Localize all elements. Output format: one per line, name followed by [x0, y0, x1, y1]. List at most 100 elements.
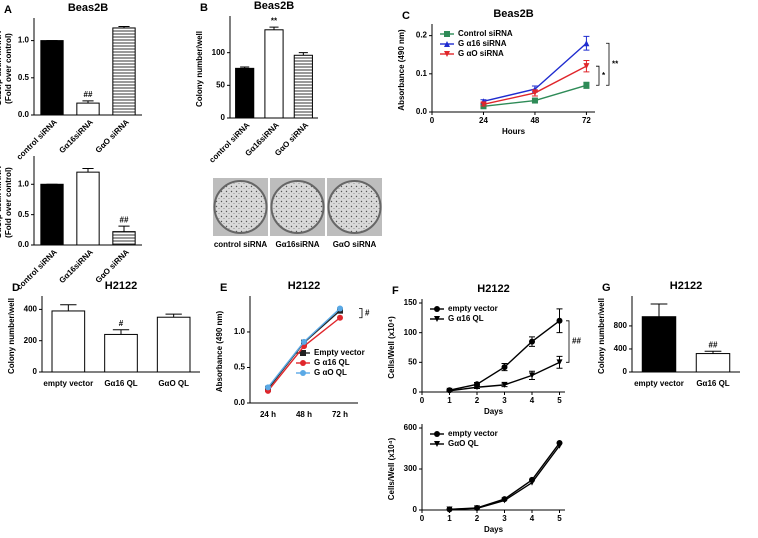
point — [301, 338, 307, 345]
legend-marker — [300, 370, 306, 376]
bar — [76, 102, 100, 116]
chart-title: H2122 — [670, 280, 702, 292]
y-axis-label: (Fold over control) — [4, 167, 13, 238]
y-axis-label: (Fold over control) — [4, 33, 13, 104]
y-tick-label: 0.5 — [18, 210, 30, 219]
bar — [112, 231, 136, 246]
legend-label: G αO QL — [314, 368, 347, 377]
x-tick-label: 0 — [420, 396, 425, 405]
point — [529, 372, 535, 379]
y-axis-label: GαO/β-actin mRNA — [0, 166, 3, 239]
x-tick-label: empty vector — [634, 379, 684, 388]
legend-marker — [444, 41, 450, 47]
y-tick-label: 0 — [623, 367, 628, 376]
annotation: ** — [271, 16, 278, 25]
x-tick-label: 1 — [447, 396, 452, 405]
annotation: ## — [84, 90, 93, 99]
point — [474, 505, 480, 512]
y-tick-label: 50 — [216, 80, 225, 89]
bar — [51, 310, 86, 373]
annotation: ## — [120, 215, 129, 224]
x-tick-label: empty vector — [43, 379, 93, 388]
x-tick-label: 0 — [420, 514, 425, 523]
x-tick-label: GαO siRNA — [94, 117, 131, 154]
y-tick-label: 150 — [404, 298, 418, 307]
panel-letter: B — [200, 2, 208, 14]
legend-marker — [434, 441, 440, 447]
point — [337, 305, 343, 312]
error-bar — [112, 329, 130, 335]
bar — [156, 316, 191, 373]
point — [529, 338, 535, 345]
y-tick-label: 0 — [221, 113, 226, 122]
bar — [40, 183, 64, 246]
x-tick-label: 72 — [582, 116, 591, 125]
chart-title: Beas2B — [68, 2, 108, 14]
bracket — [596, 65, 600, 86]
well-label: Gα16siRNA — [275, 240, 319, 249]
y-tick-label: 0 — [413, 387, 418, 396]
point — [556, 317, 563, 324]
error-bar — [704, 350, 722, 354]
legend-label: Control siRNA — [458, 29, 513, 38]
well — [327, 180, 382, 234]
chart-title: Beas2B — [254, 0, 294, 12]
x-tick-label: control siRNA — [15, 117, 59, 161]
y-tick-label: 400 — [614, 344, 628, 353]
point — [337, 314, 343, 321]
legend-label: GαO QL — [448, 439, 479, 448]
chart-title: Beas2B — [493, 8, 533, 20]
y-axis-label: Colony number/well — [597, 298, 606, 374]
error-bar — [650, 303, 668, 317]
error-bar — [240, 66, 250, 69]
point — [583, 63, 590, 70]
bracket — [606, 42, 610, 86]
y-axis-label: Gα16/β-actin mRNA — [0, 31, 3, 106]
y-tick-label: 1.0 — [18, 36, 30, 45]
point — [531, 89, 538, 96]
legend-label: G α16 QL — [448, 314, 484, 323]
x-tick-label: control siRNA — [207, 120, 251, 164]
point — [480, 101, 487, 108]
panel-letter: F — [392, 285, 399, 297]
point — [501, 381, 508, 388]
x-tick-label: 2 — [475, 514, 480, 523]
x-tick-label: 4 — [530, 514, 535, 523]
annotation: # — [119, 319, 124, 328]
legend-marker — [444, 51, 450, 57]
point — [446, 387, 453, 394]
x-tick-label: 48 h — [296, 410, 312, 419]
well — [213, 180, 268, 234]
annotation: * — [602, 71, 606, 80]
x-tick-label: 24 h — [260, 410, 276, 419]
x-tick-label: 72 h — [332, 410, 348, 419]
y-tick-label: 600 — [404, 423, 418, 432]
x-tick-label: 2 — [475, 396, 480, 405]
x-tick-label: Gα16 QL — [104, 379, 137, 388]
point — [501, 497, 508, 504]
legend-label: Empty vector — [314, 348, 365, 357]
y-axis-label: Colony number/well — [7, 298, 16, 374]
bar — [641, 316, 677, 373]
x-tick-label: 5 — [557, 396, 562, 405]
legend-marker — [300, 350, 306, 356]
y-tick-label: 800 — [614, 321, 628, 330]
y-tick-label: 0.0 — [18, 110, 30, 119]
point — [529, 479, 535, 486]
legend-marker — [444, 31, 450, 37]
legend-marker — [434, 306, 440, 312]
y-tick-label: 50 — [408, 357, 417, 366]
y-tick-label: 1.0 — [18, 179, 30, 188]
bar — [695, 353, 731, 373]
chart-title: H2122 — [288, 280, 320, 292]
bracket — [359, 308, 363, 319]
bar — [40, 40, 64, 116]
error-bar — [298, 52, 308, 56]
legend-label: G α16 siRNA — [458, 39, 507, 48]
panel-letter: E — [220, 282, 227, 294]
point — [474, 384, 480, 391]
panel-letter: D — [12, 282, 20, 294]
bar — [264, 29, 284, 119]
y-tick-label: 400 — [24, 305, 38, 314]
